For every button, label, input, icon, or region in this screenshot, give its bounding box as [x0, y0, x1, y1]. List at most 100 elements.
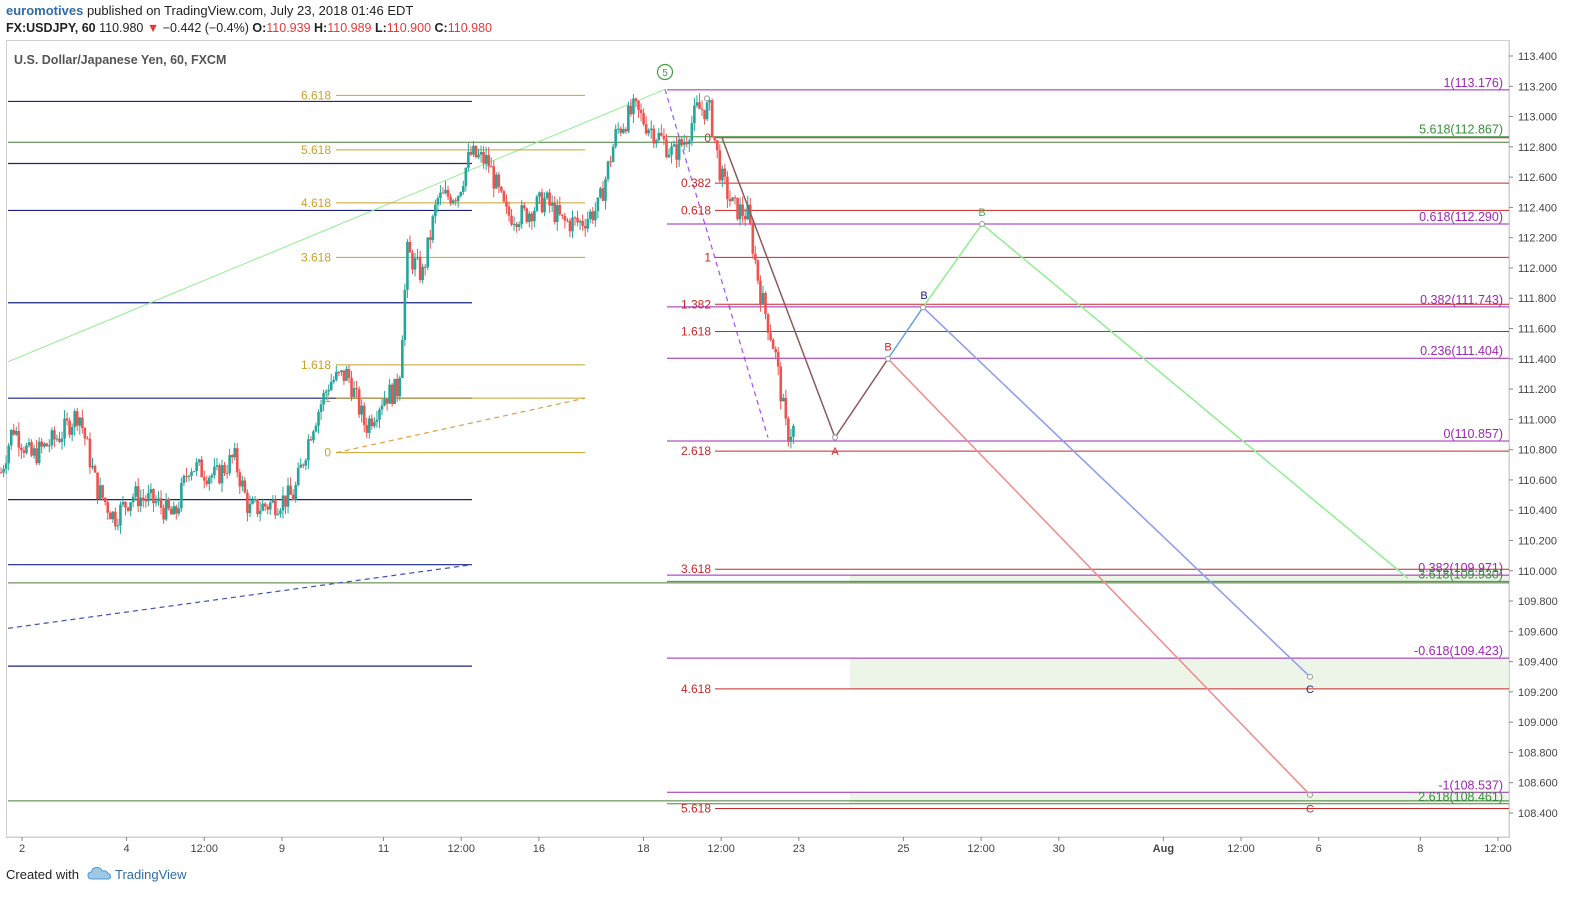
high-value: 110.989	[327, 21, 372, 35]
red-fib-label: 1.618	[681, 325, 711, 339]
candle-body	[629, 105, 633, 115]
candle-body	[530, 213, 534, 222]
candle-body	[114, 511, 117, 527]
candle-body	[698, 102, 701, 109]
candle-body	[75, 411, 79, 426]
candle-body	[520, 205, 523, 225]
candle-body	[279, 510, 282, 514]
candle-body	[218, 465, 221, 484]
candle-body	[682, 142, 686, 145]
tradingview-cloud-icon[interactable]	[87, 866, 111, 883]
candle-body	[553, 202, 557, 223]
candle-body	[334, 371, 338, 380]
candle-body	[30, 442, 33, 456]
y-tick-label: 112.800	[1518, 142, 1557, 154]
red-fib-label: 5.618	[681, 801, 711, 815]
candle-body	[649, 128, 653, 131]
candle-body	[667, 154, 671, 158]
chart-title: U.S. Dollar/Japanese Yen, 60, FXCM	[14, 53, 226, 67]
candle-body	[91, 465, 94, 468]
wave-point	[920, 304, 926, 311]
candle-body	[304, 460, 308, 466]
candle-body	[45, 443, 49, 447]
candle-body	[792, 425, 795, 437]
candle-body	[662, 135, 666, 140]
candle-body	[606, 161, 610, 180]
gold-fib-label: 6.618	[301, 88, 331, 102]
candle-body	[111, 511, 115, 520]
candle-body	[647, 130, 650, 134]
x-tick-label: 8	[1417, 843, 1423, 855]
candle-body	[690, 123, 694, 141]
candle-body	[195, 462, 198, 472]
price-chart[interactable]: 113.400 113.200 113.000 112.800 112.600 112.4…	[0, 40, 1588, 860]
candle-body	[601, 188, 605, 201]
candle-body	[162, 507, 165, 520]
candle-body	[256, 499, 259, 515]
x-tick-label: 12:00	[447, 843, 475, 855]
candle-body	[342, 370, 346, 381]
candle-body	[294, 485, 297, 500]
candle-body	[723, 168, 727, 177]
candle-body	[406, 241, 409, 290]
wave-path-b	[887, 306, 924, 360]
candle-body	[507, 206, 511, 216]
candle-body	[695, 102, 699, 106]
candle-body	[322, 392, 325, 405]
red-fib-label: 4.618	[681, 682, 711, 696]
candle-body	[40, 441, 43, 447]
candle-body	[126, 507, 130, 511]
right-level-label: 5.618(112.867)	[1419, 123, 1503, 137]
candle-body	[48, 445, 51, 447]
candle-body	[609, 161, 612, 163]
candle-body	[340, 370, 343, 373]
candle-body	[238, 472, 242, 487]
candle-body	[296, 467, 300, 486]
candle-body	[423, 266, 427, 268]
candle-body	[83, 427, 87, 439]
candle-body	[202, 477, 206, 481]
candle-body	[599, 188, 602, 198]
candle-body	[230, 455, 234, 458]
red-fib-label: 0.618	[681, 203, 711, 217]
tradingview-link[interactable]: TradingView	[114, 867, 187, 882]
candle-body	[50, 430, 54, 446]
author-link[interactable]: euromotives	[6, 3, 84, 18]
x-tick-label: 30	[1053, 843, 1065, 855]
candle-body	[411, 252, 414, 270]
candle-body	[705, 102, 709, 120]
candle-body	[96, 472, 99, 500]
candle-body	[505, 201, 508, 207]
y-tick-label: 109.000	[1518, 717, 1558, 729]
candle-body	[548, 192, 551, 206]
y-tick-label: 111.600	[1518, 324, 1556, 336]
wave-label: C	[1306, 684, 1314, 696]
candle-body	[439, 192, 442, 199]
price-change: −0.442 (−0.4%)	[162, 21, 249, 35]
candle-body	[17, 431, 21, 448]
candle-body	[157, 498, 160, 502]
candle-body	[632, 98, 635, 115]
candle-body	[743, 215, 747, 220]
candle-body	[670, 146, 673, 155]
gold-fib-label: 4.618	[301, 196, 331, 210]
candle-body	[7, 445, 10, 464]
y-tick-label: 108.800	[1518, 747, 1558, 759]
y-tick-label: 112.400	[1518, 202, 1557, 214]
candle-body	[472, 145, 475, 155]
candle-body	[510, 215, 513, 225]
candle-body	[761, 292, 765, 305]
trend-line	[7, 88, 666, 363]
candle-body	[616, 128, 620, 130]
candle-body	[774, 348, 777, 353]
right-level-label: 0.236(111.404)	[1420, 344, 1503, 358]
candle-body	[657, 132, 661, 141]
candle-body	[710, 100, 714, 137]
wave-label: C	[1306, 803, 1314, 815]
candle-body	[375, 419, 379, 422]
candle-body	[131, 496, 135, 503]
candle-body	[538, 192, 541, 197]
candle-body	[390, 384, 394, 404]
candle-body	[233, 448, 237, 458]
candle-body	[383, 398, 386, 406]
